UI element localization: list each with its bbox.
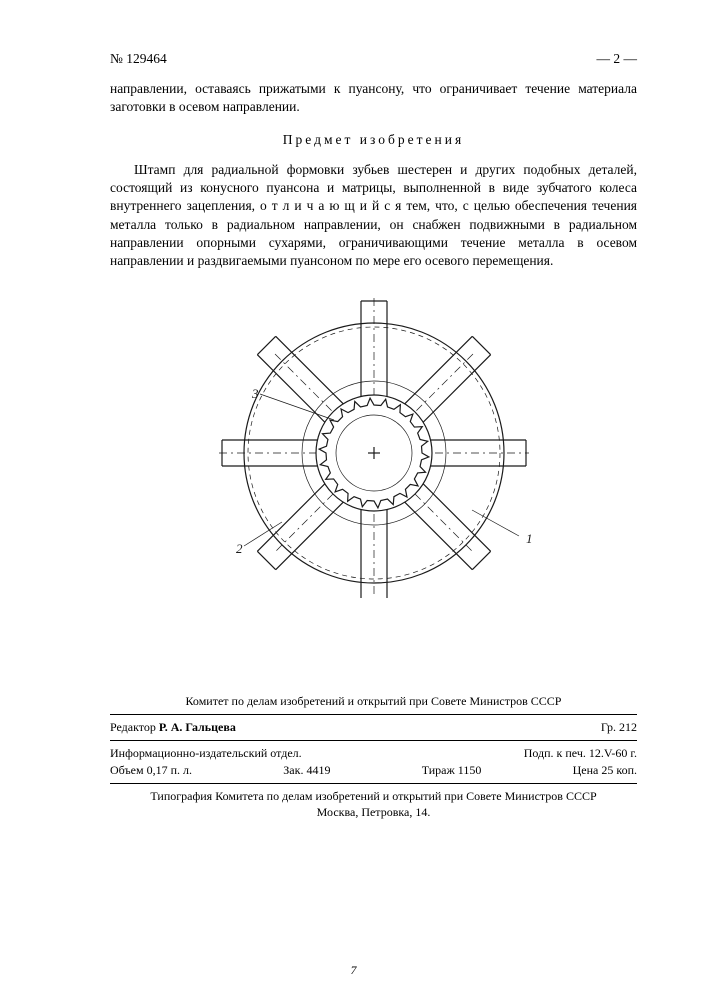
meta-row: Объем 0,17 п. л. Зак. 4419 Тираж 1150 Це… (110, 762, 637, 779)
volume-cell: Объем 0,17 п. л. (110, 762, 192, 779)
divider (110, 740, 637, 741)
doc-number: № 129464 (110, 50, 167, 68)
typography-line-1: Типография Комитета по делам изобретений… (110, 788, 637, 805)
editor-name: Р. А. Гальцева (159, 720, 236, 734)
dept-row: Информационно-издательский отдел. Подп. … (110, 745, 637, 762)
claim-paragraph: Штамп для радиальной формовки зубьев шес… (110, 161, 637, 270)
committee-line: Комитет по делам изобретений и открытий … (110, 693, 637, 710)
price-cell: Цена 25 коп. (573, 762, 637, 779)
divider (110, 783, 637, 784)
order-cell: Зак. 4419 (283, 762, 330, 779)
typography-line-2: Москва, Петровка, 14. (110, 804, 637, 821)
claim-text: Штамп для радиальной формовки зубьев шес… (110, 162, 637, 268)
dept-cell: Информационно-издательский отдел. (110, 745, 302, 762)
svg-text:2: 2 (236, 541, 243, 556)
page-footer-number: 7 (0, 962, 707, 978)
editor-row: Редактор Р. А. Гальцева Гр. 212 (110, 719, 637, 736)
page: № 129464 — 2 — направлении, оставаясь пр… (0, 0, 707, 1000)
tirage-cell: Тираж 1150 (422, 762, 482, 779)
page-marker: — 2 — (597, 50, 638, 68)
subject-header: Предмет изобретения (110, 131, 637, 149)
header-row: № 129464 — 2 — (110, 50, 637, 68)
colophon-block: Комитет по делам изобретений и открытий … (110, 693, 637, 821)
group-cell: Гр. 212 (601, 719, 637, 736)
svg-text:3: 3 (251, 386, 259, 401)
mechanical-figure: 1 2 3 (214, 298, 534, 598)
figure-wrap: 1 2 3 (110, 298, 637, 603)
print-date-cell: Подп. к печ. 12.V-60 г. (524, 745, 637, 762)
intro-paragraph: направлении, оставаясь прижатыми к пуанс… (110, 80, 637, 116)
svg-text:1: 1 (526, 531, 533, 546)
editor-cell: Редактор Р. А. Гальцева (110, 719, 236, 736)
divider (110, 714, 637, 715)
editor-label: Редактор (110, 720, 156, 734)
